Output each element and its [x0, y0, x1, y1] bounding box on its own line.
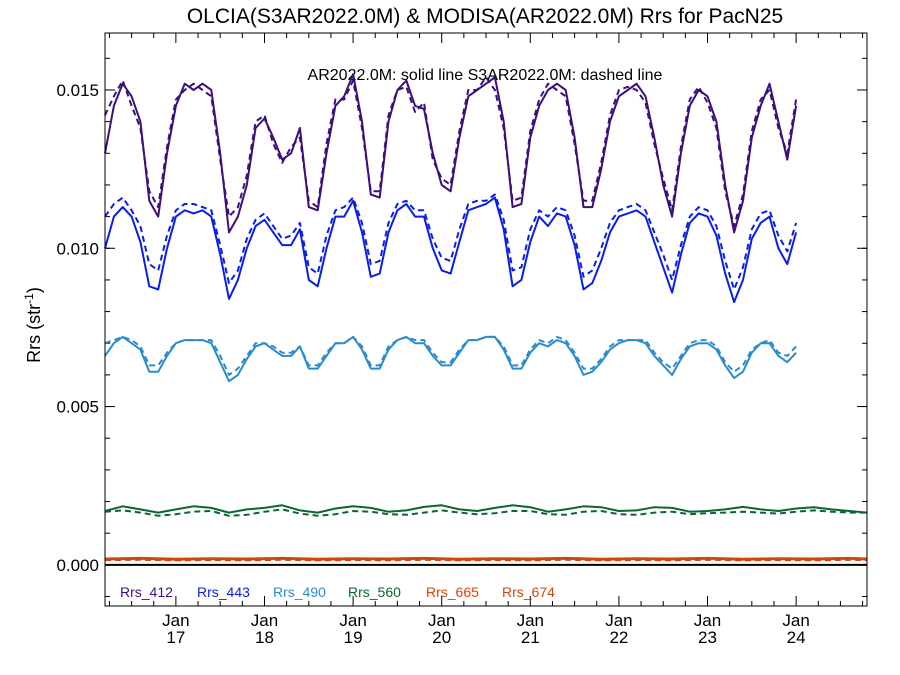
- y-axis-label-sup: -1: [22, 293, 36, 304]
- legend-entry-rrs-560: Rrs_560: [348, 584, 401, 600]
- x-tick-year: 20: [432, 628, 451, 647]
- legend-entry-rrs-674: Rrs_674: [502, 584, 555, 600]
- legend-entry-rrs-443: Rrs_443: [197, 584, 250, 600]
- x-tick-month: Jan: [162, 611, 189, 630]
- x-tick-month: Jan: [605, 611, 632, 630]
- x-tick-year: 23: [698, 628, 717, 647]
- legend-entry-rrs-412: Rrs_412: [120, 584, 173, 600]
- y-tick-label: 0.010: [56, 239, 99, 258]
- x-tick-year: 18: [255, 628, 274, 647]
- series-line-rrs-490-dashed: [104, 335, 797, 376]
- plot-frame: [104, 32, 868, 607]
- x-tick-year: 17: [166, 628, 185, 647]
- legend-entry-rrs-665: Rrs_665: [426, 584, 479, 600]
- y-axis-label-close: ): [24, 287, 44, 293]
- x-tick-year: 19: [344, 628, 363, 647]
- x-tick-month: Jan: [782, 611, 809, 630]
- legend: Rrs_412 Rrs_443 Rrs_490 Rrs_560 Rrs_665 Rrs_6…: [120, 584, 555, 600]
- series-line-rrs-490-solid: [104, 335, 797, 383]
- y-tick-label: 0.000: [56, 556, 99, 575]
- chart-title: OLCIA(S3AR2022.0M) & MODISA(AR2022.0M) R…: [187, 5, 783, 28]
- y-axis-label-main: Rrs (str: [24, 304, 44, 363]
- series-line-rrs-560-dashed: [104, 508, 867, 517]
- series-line-rrs-412-dashed: [104, 76, 798, 228]
- x-tick-year: 22: [609, 628, 628, 647]
- y-axis-label: Rrs (str-1): [22, 287, 44, 363]
- series-line-rrs-674-solid: [104, 557, 868, 561]
- x-tick-year: 24: [787, 628, 806, 647]
- x-tick-month: Jan: [694, 611, 721, 630]
- x-tick-month: Jan: [428, 611, 455, 630]
- legend-entry-rrs-490: Rrs_490: [273, 584, 326, 600]
- x-tick-month: Jan: [251, 611, 278, 630]
- series-line-rrs-443-solid: [104, 196, 798, 304]
- line-style-annotation: AR2022.0M: solid line S3AR2022.0M: dashe…: [308, 67, 663, 84]
- y-tick-label: 0.015: [56, 81, 99, 100]
- series-line-rrs-412-solid: [104, 73, 798, 234]
- y-tick-label: 0.005: [56, 398, 99, 417]
- x-tick-year: 21: [521, 628, 540, 647]
- series-line-rrs-443-dashed: [104, 193, 798, 291]
- x-tick-month: Jan: [517, 611, 544, 630]
- plot-area: 0.0000.0050.0100.015Jan17Jan18Jan19Jan20…: [56, 33, 868, 647]
- x-tick-month: Jan: [339, 611, 366, 630]
- series-line-rrs-560-solid: [104, 504, 868, 514]
